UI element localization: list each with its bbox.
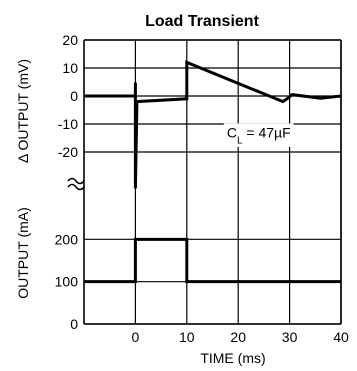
current-y-tick-label: 0 [70, 316, 78, 332]
chart-title: Load Transient [145, 13, 259, 30]
x-tick-label: 0 [132, 329, 140, 345]
voltage-y-tick-label: -20 [58, 144, 78, 160]
y-axis-label-voltage: Δ OUTPUT (mV) [15, 59, 31, 163]
annotation-background [223, 123, 294, 147]
voltage-y-tick-label: 20 [62, 32, 78, 48]
capacitance-annotation: CL = 47µF [227, 124, 291, 146]
x-axis-label: TIME (ms) [200, 350, 265, 366]
traces [84, 60, 342, 284]
y-axis-label-current: OUTPUT (mA) [15, 207, 31, 299]
x-tick-label: 30 [282, 329, 298, 345]
x-tick-label: 40 [333, 329, 349, 345]
annotations: CL = 47µF [223, 123, 294, 147]
current-y-tick-label: 200 [55, 231, 79, 247]
voltage-y-tick-label: 10 [62, 60, 78, 76]
voltage-y-tick-label: 0 [70, 88, 78, 104]
current-y-tick-label: 100 [55, 274, 79, 290]
axis-break-mark [67, 177, 85, 191]
current-series-line [84, 237, 341, 284]
x-tick-label: 20 [230, 329, 246, 345]
voltage-series-line [84, 60, 342, 189]
x-tick-label: 10 [179, 329, 195, 345]
voltage-y-tick-label: -10 [58, 116, 78, 132]
